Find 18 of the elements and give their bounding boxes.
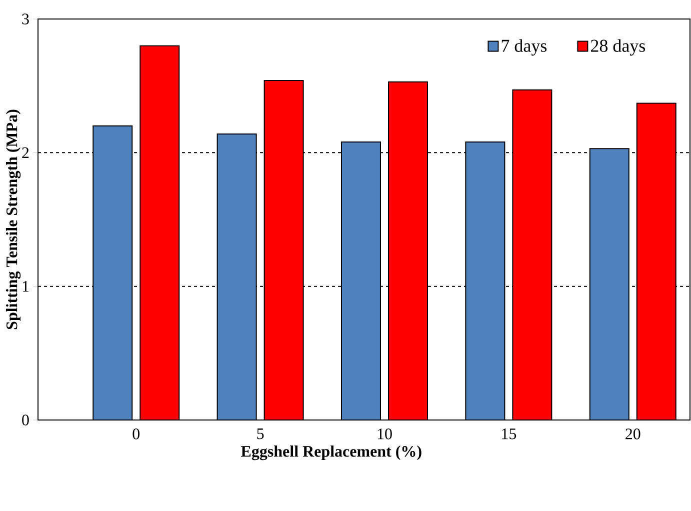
x-tick-label: 20 bbox=[626, 428, 640, 440]
bar bbox=[589, 148, 630, 420]
x-tick-label: 5 bbox=[257, 428, 264, 440]
y-tick-label: 1 bbox=[22, 281, 29, 292]
y-tick-label: 2 bbox=[22, 147, 29, 158]
legend-label: 28 days bbox=[590, 39, 646, 56]
x-tick-label: 10 bbox=[378, 428, 392, 440]
y-tick-label: 3 bbox=[22, 14, 29, 24]
legend-label: 7 days bbox=[502, 39, 547, 56]
bar bbox=[216, 133, 257, 420]
x-axis-title: Eggshell Replacement (%) bbox=[241, 446, 422, 460]
x-tick-label: 0 bbox=[132, 428, 140, 440]
bar bbox=[92, 125, 133, 420]
bar bbox=[465, 141, 506, 420]
y-axis-title: Splitting Tensile Strength (MPa) bbox=[6, 110, 21, 330]
y-tick-label: 0 bbox=[22, 414, 29, 426]
x-tick-label: 15 bbox=[502, 428, 516, 440]
bar bbox=[341, 141, 381, 420]
